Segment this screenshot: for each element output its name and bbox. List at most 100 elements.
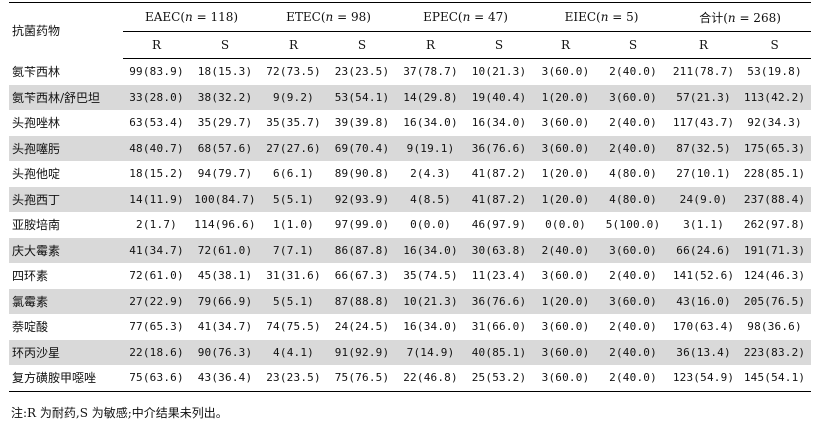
sensitive-count-cell: 46(97.9) [471,218,527,232]
resistant-count-cell: 3(60.0) [534,339,598,365]
resistant-count-cell: 14(29.8) [397,84,465,110]
sensitive-count-cell: 113(42.2) [738,84,812,110]
sensitive-count-cell: 4(80.0) [597,186,670,212]
sensitive-count-cell: 38(32.2) [190,84,261,110]
resistant-count-cell: 3(60.0) [534,365,598,392]
sensitive-count-cell: 98(36.6) [747,320,802,334]
table-row: 头孢西丁 14(11.9) 100(84.7) 5(5.1) 92(93.9) 4(8.5… [9,186,812,212]
sensitive-count-cell: 41(87.2) [471,167,527,181]
sensitive-count-cell: 2(40.0) [597,339,670,365]
resistant-count-cell: 37(78.7) [403,65,458,79]
resistant-count-cell: 0(0.0) [545,218,586,232]
drug-name-cell: 头孢唑林 [12,116,61,131]
resistant-count-cell: 36(13.4) [669,339,739,365]
sensitive-count-cell: 191(71.3) [738,237,812,263]
s-header: S [190,31,261,59]
s-header: S [597,31,670,59]
drug-name-cell: 亚胺培南 [12,218,61,233]
resistant-count-cell: 170(63.4) [672,320,735,334]
sensitive-count-cell: 53(54.1) [327,84,398,110]
resistant-count-cell: 2(4.3) [410,167,451,181]
header-row-groups: 抗菌药物 EAEC(n = 118) ETEC(n = 98) EPEC(n =… [9,2,812,59]
table-row: 氯霉素 27(22.9) 79(66.9) 5(5.1) 87(88.8) 10(21.3… [9,288,812,314]
sensitive-count-cell: 36(76.6) [464,288,535,314]
sensitive-count-cell: 23(23.5) [334,65,390,79]
sensitive-count-cell: 24(24.5) [334,320,390,334]
sensitive-count-cell: 90(76.3) [190,339,261,365]
resistant-count-cell: 211(78.7) [672,65,735,79]
sensitive-count-cell: 145(54.1) [738,365,812,392]
drug-name-cell: 萘啶酸 [12,320,49,335]
resistant-count-cell: 87(32.5) [669,135,739,161]
sensitive-count-cell: 39(39.8) [334,116,390,130]
r-header: R [397,31,465,59]
group-header-total: 合计(n = 268) [669,2,812,32]
sensitive-count-cell: 228(85.1) [743,167,806,181]
sensitive-count-cell: 66(67.3) [334,269,390,283]
sensitive-count-cell: 16(34.0) [471,116,527,130]
resistant-count-cell: 77(65.3) [129,320,184,334]
resistant-count-cell: 23(23.5) [260,365,328,392]
table-row: 头孢唑林 63(53.4) 35(29.7) 35(35.7) 39(39.8) 16(3… [9,110,811,136]
resistant-count-cell: 9(9.2) [260,84,328,110]
table-row: 氨苄西林 99(83.9) 18(15.3) 72(73.5) 23(23.5) 37(7… [9,59,811,85]
drug-column-header: 抗菌药物 [9,2,123,59]
resistant-count-cell: 14(11.9) [123,186,190,212]
resistant-count-cell: 99(83.9) [129,65,184,79]
resistant-count-cell: 2(40.0) [534,237,598,263]
resistant-count-cell: 16(34.0) [403,116,458,130]
resistant-count-cell: 31(31.6) [266,269,321,283]
resistant-count-cell: 27(10.1) [676,167,731,181]
resistant-count-cell: 1(20.0) [534,84,598,110]
table-body: 氨苄西林 99(83.9) 18(15.3) 72(73.5) 23(23.5) 37(7… [9,59,812,392]
resistant-count-cell: 0(0.0) [410,218,451,232]
sensitive-count-cell: 30(63.8) [464,237,535,263]
resistant-count-cell: 141(52.6) [672,269,735,283]
sensitive-count-cell: 89(90.8) [334,167,390,181]
sensitive-count-cell: 72(61.0) [190,237,261,263]
resistant-count-cell: 5(5.1) [260,288,328,314]
drug-name-cell: 头孢他啶 [12,167,61,182]
resistant-count-cell: 41(34.7) [123,237,190,263]
resistant-count-cell: 1(20.0) [541,167,590,181]
resistant-count-cell: 9(19.1) [397,135,465,161]
resistant-count-cell: 3(60.0) [534,135,598,161]
resistant-count-cell: 3(60.0) [541,116,590,130]
sensitive-count-cell: 41(87.2) [464,186,535,212]
sensitive-count-cell: 94(79.7) [197,167,253,181]
sensitive-count-cell: 2(40.0) [597,135,670,161]
table-row: 环丙沙星 22(18.6) 90(76.3) 4(4.1) 91(92.9) 7(14.9… [9,339,812,365]
resistant-count-cell: 3(1.1) [683,218,725,232]
sensitive-count-cell: 10(21.3) [471,65,527,79]
drug-name-cell: 氯霉素 [9,288,123,314]
resistant-count-cell: 35(35.7) [266,116,321,130]
sensitive-count-cell: 2(40.0) [609,320,657,334]
sensitive-count-cell: 205(76.5) [738,288,812,314]
resistant-count-cell: 5(5.1) [260,186,328,212]
sensitive-count-cell: 92(93.9) [327,186,398,212]
r-header: R [260,31,328,59]
resistant-count-cell: 2(1.7) [136,218,177,232]
group-header-eaec: EAEC(n = 118) [123,2,261,32]
sensitive-count-cell: 45(38.1) [197,269,253,283]
drug-name-cell: 环丙沙星 [9,339,123,365]
sensitive-count-cell: 2(40.0) [609,116,657,130]
sensitive-count-cell: 35(29.7) [197,116,253,130]
table-row: 亚胺培南 2(1.7) 114(96.6) 1(1.0) 97(99.0) 0(0.0) 4… [9,212,811,238]
sensitive-count-cell: 18(15.3) [197,65,253,79]
sensitive-count-cell: 124(46.3) [743,269,806,283]
group-header-etec: ETEC(n = 98) [260,2,398,32]
sensitive-count-cell: 36(76.6) [464,135,535,161]
resistant-count-cell: 24(9.0) [669,186,739,212]
sensitive-count-cell: 40(85.1) [464,339,535,365]
resistant-count-cell: 18(15.2) [129,167,184,181]
antibiotic-resistance-table: 抗菌药物 EAEC(n = 118) ETEC(n = 98) EPEC(n =… [9,2,812,392]
resistant-count-cell: 72(73.5) [266,65,321,79]
sensitive-count-cell: 53(19.8) [747,65,802,79]
drug-name-cell: 庆大霉素 [9,237,123,263]
resistant-count-cell: 3(60.0) [541,320,590,334]
drug-name-cell: 头孢西丁 [9,186,123,212]
resistant-count-cell: 57(21.3) [669,84,739,110]
resistant-count-cell: 27(22.9) [123,288,190,314]
resistant-count-cell: 3(60.0) [541,65,590,79]
